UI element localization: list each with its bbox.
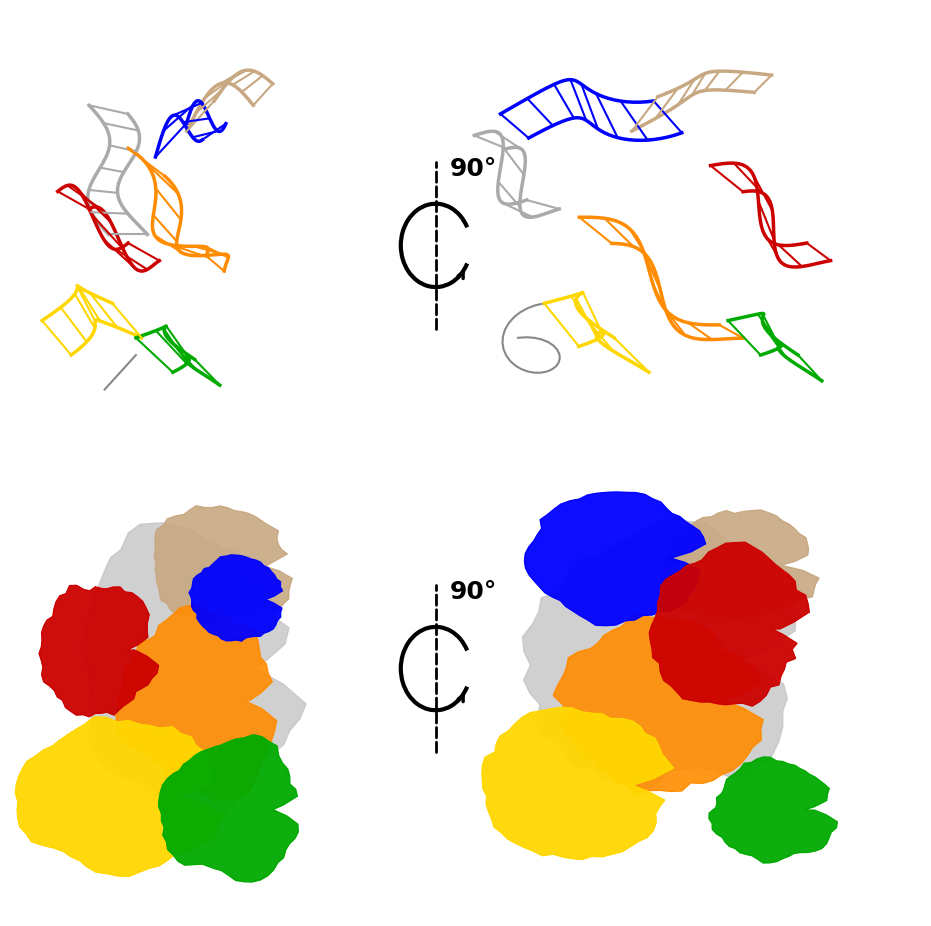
Polygon shape xyxy=(657,510,819,619)
Polygon shape xyxy=(155,506,292,625)
Polygon shape xyxy=(116,606,277,801)
Polygon shape xyxy=(649,543,809,707)
Polygon shape xyxy=(553,613,763,795)
Polygon shape xyxy=(15,717,225,876)
Polygon shape xyxy=(482,707,673,859)
Polygon shape xyxy=(39,585,158,717)
Text: 90°: 90° xyxy=(450,156,496,181)
Polygon shape xyxy=(522,518,796,790)
Polygon shape xyxy=(189,555,282,641)
Polygon shape xyxy=(79,523,306,819)
Polygon shape xyxy=(709,757,837,863)
Polygon shape xyxy=(158,734,298,882)
Text: 90°: 90° xyxy=(450,580,496,604)
Polygon shape xyxy=(524,492,706,626)
